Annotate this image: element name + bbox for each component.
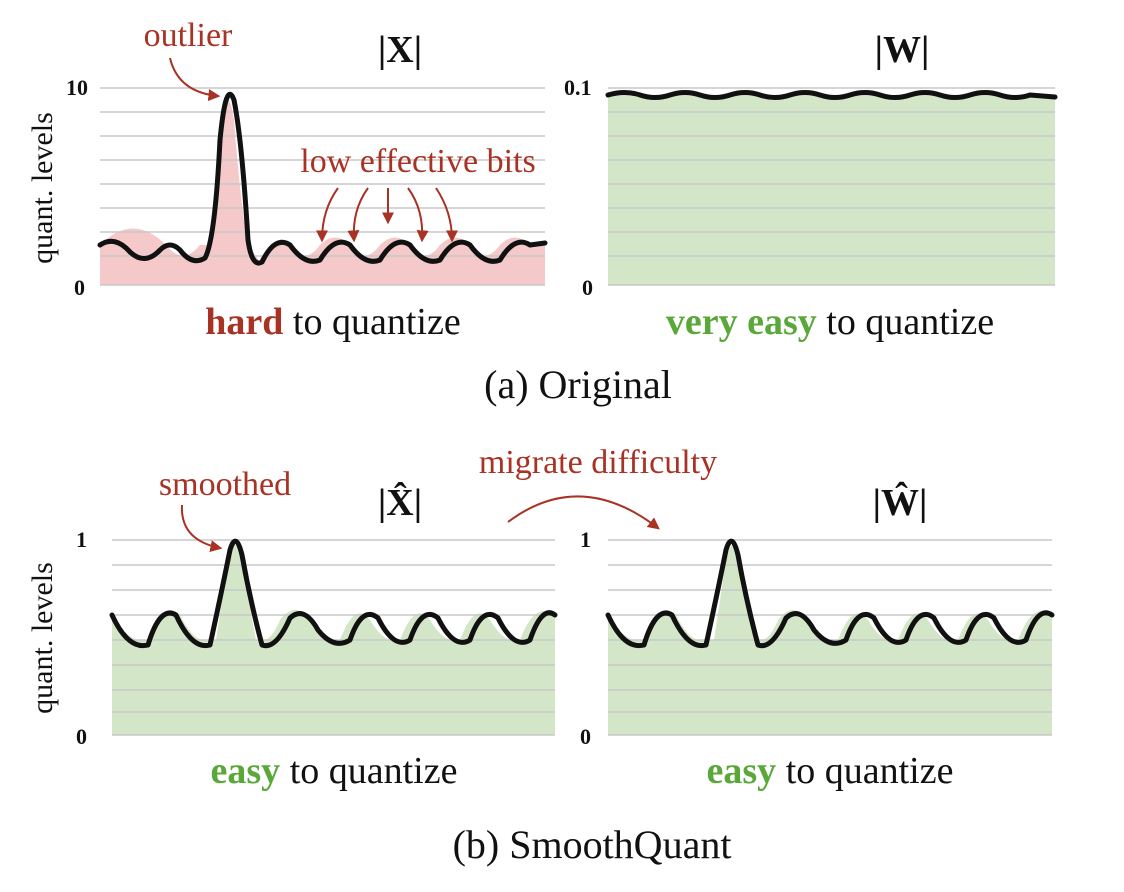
panel-a-left: 10 0 |X| hard to quantize outlier low ef… [66, 17, 548, 343]
panel-b-left-caption-highlight: easy [211, 750, 281, 792]
panel-a-right: 0.1 0 |W| very easy to quantize [564, 29, 1058, 343]
low-bits-arrow-1 [316, 187, 339, 243]
annotation-migrate-difficulty: migrate difficulty [479, 444, 717, 481]
annotation-outlier: outlier [144, 17, 233, 54]
panel-b-right-caption-rest: to quantize [776, 750, 953, 792]
panel-b-left-title: |X̂| [378, 482, 422, 524]
panel-b-right-ytick-bottom: 0 [580, 724, 591, 749]
panel-b-right-caption: easy to quantize [707, 750, 954, 792]
panel-a-right-ytick-top: 0.1 [564, 75, 592, 100]
panel-a-caption: (a) Original [484, 362, 672, 407]
migrate-arrow [507, 495, 660, 530]
outlier-arrow [169, 57, 221, 102]
panel-b-left-ytick-bottom: 0 [76, 724, 87, 749]
panel-b-right-gridlines [608, 539, 1052, 736]
panel-a-left-title: |X| [378, 29, 422, 71]
low-bits-arrow-4 [407, 187, 429, 243]
low-bits-arrow-2 [347, 187, 369, 243]
panel-a-right-caption: very easy to quantize [666, 301, 994, 343]
panel-a-left-ytick-bottom: 0 [74, 275, 85, 300]
panel-b-left-caption: easy to quantize [211, 750, 458, 792]
panel-b-right-fill [608, 545, 1052, 735]
panel-a-left-caption-rest: to quantize [283, 301, 460, 343]
low-bits-arrow-5 [435, 187, 458, 243]
panel-b-right-caption-highlight: easy [707, 750, 777, 792]
panel-a-right-fill [608, 92, 1055, 285]
panel-b-left: 1 0 |X̂| easy to quantize smoothed [76, 466, 558, 792]
panel-a-left-ytick-top: 10 [66, 75, 88, 100]
panel-b-left-ytick-top: 1 [76, 527, 87, 552]
panel-a-left-gridlines [100, 87, 545, 286]
panel-a-right-ytick-bottom: 0 [582, 275, 593, 300]
panel-b-left-caption-rest: to quantize [280, 750, 457, 792]
panel-a-ylabel: quant. levels [26, 112, 59, 264]
panel-a-right-caption-highlight: very easy [666, 301, 817, 343]
panel-b-left-curve [109, 538, 558, 649]
panel-a-right-gridlines [608, 87, 1055, 286]
panel-a-right-curve [605, 90, 1058, 100]
panel-a-left-caption: hard to quantize [205, 301, 460, 343]
panel-b-caption: (b) SmoothQuant [453, 822, 732, 867]
panel-b-right-ytick-top: 1 [580, 527, 591, 552]
panel-a-right-title: |W| [875, 29, 930, 71]
annotation-low-effective-bits: low effective bits [300, 143, 535, 180]
panel-a-right-caption-rest: to quantize [817, 301, 994, 343]
annotation-smoothed: smoothed [159, 466, 291, 503]
panel-b-left-fill [112, 545, 555, 735]
panel-b-right-title: |Ŵ| [873, 482, 928, 524]
panel-b-ylabel: quant. levels [26, 562, 59, 714]
smoothed-arrow [180, 504, 223, 552]
panel-a-left-curve [97, 91, 548, 266]
panel-b-right-curve [605, 538, 1055, 649]
panel-a-left-caption-highlight: hard [205, 301, 283, 343]
panel-b-right: 1 0 |Ŵ| easy to quantize [580, 482, 1055, 792]
